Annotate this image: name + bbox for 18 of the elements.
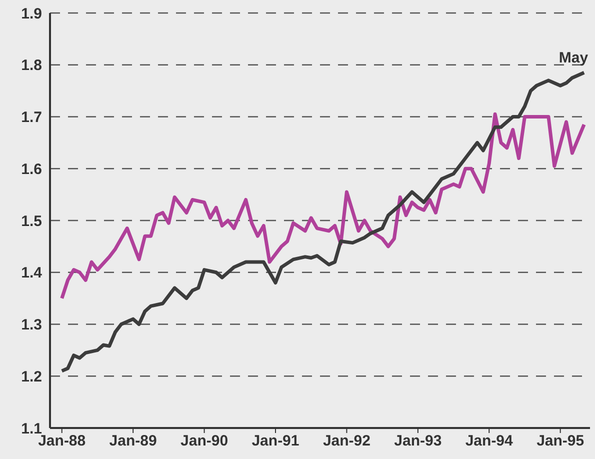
y-tick-label: 1.5 <box>21 212 42 230</box>
y-tick-label: 1.2 <box>21 368 42 386</box>
x-tick-label: Jan-93 <box>394 432 442 450</box>
x-tick-label: Jan-95 <box>536 432 584 450</box>
y-tick-label: 1.6 <box>21 160 42 178</box>
x-tick-label: Jan-90 <box>180 432 228 450</box>
x-tick-label: Jan-89 <box>109 432 157 450</box>
x-tick-label: Jan-91 <box>252 432 300 450</box>
line-series <box>60 112 586 300</box>
annotation: May <box>558 50 589 67</box>
x-tick-label: Jan-94 <box>465 432 514 450</box>
y-tick-label: 1.9 <box>21 5 42 22</box>
x-tick-label: Jan-92 <box>322 432 370 450</box>
line-series <box>60 70 586 373</box>
y-tick-label: 1.8 <box>21 57 42 74</box>
y-tick-label: 1.7 <box>21 109 42 126</box>
y-tick-label: 1.3 <box>21 316 42 334</box>
y-tick-label: 1.4 <box>21 264 43 282</box>
